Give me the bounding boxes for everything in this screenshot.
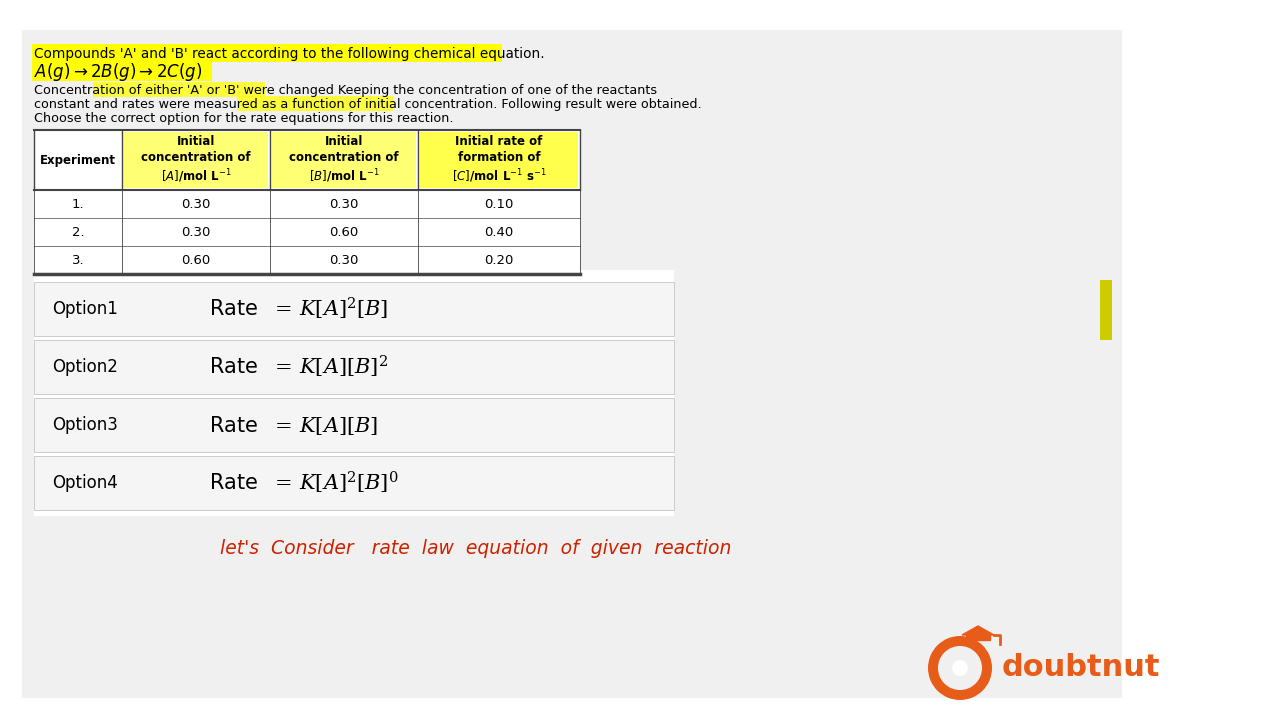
Bar	[93, 82, 265, 97]
Text: Option3: Option3	[52, 416, 118, 434]
Text: Rate  $=\,\mathbf{\mathit{K[A]^2[B]}}$: Rate $=\,\mathbf{\mathit{K[A]^2[B]}}$	[209, 296, 388, 322]
Bar	[35, 398, 675, 452]
Text: 0.30: 0.30	[329, 253, 358, 266]
Text: 0.40: 0.40	[484, 225, 513, 238]
Text: Option1: Option1	[52, 300, 118, 318]
Text: 0.10: 0.10	[484, 197, 513, 210]
Bar	[420, 132, 579, 188]
Text: 0.30: 0.30	[182, 197, 211, 210]
Bar	[35, 456, 675, 510]
Text: Compounds 'A' and 'B' react according to the following chemical equation.: Compounds 'A' and 'B' react according to…	[35, 47, 544, 61]
Text: 0.30: 0.30	[182, 225, 211, 238]
Text: Initial
concentration of
$[A]$/mol L$^{-1}$: Initial concentration of $[A]$/mol L$^{-…	[141, 135, 251, 185]
Text: 0.60: 0.60	[329, 225, 358, 238]
Text: Experiment: Experiment	[40, 153, 116, 166]
Text: Option4: Option4	[52, 474, 118, 492]
Bar	[35, 340, 675, 394]
Polygon shape	[963, 626, 995, 635]
Text: 0.60: 0.60	[182, 253, 211, 266]
Text: constant and rates were measured as a function of initial concentration. Followi: constant and rates were measured as a fu…	[35, 97, 701, 110]
Bar	[1100, 280, 1112, 340]
Text: 0.30: 0.30	[329, 197, 358, 210]
Text: doubtnut: doubtnut	[1002, 654, 1161, 683]
Text: Initial
concentration of
$[B]$/mol L$^{-1}$: Initial concentration of $[B]$/mol L$^{-…	[289, 135, 399, 185]
Bar	[237, 96, 393, 111]
Bar	[22, 30, 1123, 698]
Text: 0.20: 0.20	[484, 253, 513, 266]
Circle shape	[952, 660, 968, 676]
Polygon shape	[966, 635, 989, 640]
Text: let's  Consider   rate  law  equation  of  given  reaction: let's Consider rate law equation of give…	[220, 539, 731, 557]
Bar	[35, 130, 580, 274]
Text: 1.: 1.	[72, 197, 84, 210]
Wedge shape	[928, 636, 992, 700]
Bar	[124, 132, 268, 188]
Text: Option2: Option2	[52, 358, 118, 376]
Text: Choose the correct option for the rate equations for this reaction.: Choose the correct option for the rate e…	[35, 112, 453, 125]
Bar	[32, 62, 212, 81]
Text: 2.: 2.	[72, 225, 84, 238]
Text: Rate  $=\,\mathbf{\mathit{K[A][B]}}$: Rate $=\,\mathbf{\mathit{K[A][B]}}$	[209, 413, 378, 436]
Bar	[35, 282, 675, 336]
Text: Rate  $=\,\mathbf{\mathit{K[A][B]^2}}$: Rate $=\,\mathbf{\mathit{K[A][B]^2}}$	[209, 354, 388, 380]
Bar	[32, 44, 502, 62]
Text: Concentration of either 'A' or 'B' were changed Keeping the concentration of one: Concentration of either 'A' or 'B' were …	[35, 84, 657, 96]
Bar	[35, 270, 675, 516]
Text: $A(g) \rightarrow 2B(g) \rightarrow 2C(g)$: $A(g) \rightarrow 2B(g) \rightarrow 2C(g…	[35, 61, 202, 83]
Text: 3.: 3.	[72, 253, 84, 266]
Text: Initial rate of
formation of
$[C]$/mol L$^{-1}$ s$^{-1}$: Initial rate of formation of $[C]$/mol L…	[452, 135, 547, 185]
Bar	[273, 132, 416, 188]
Text: Rate  $=\,\mathbf{\mathit{K[A]^2[B]^0}}$: Rate $=\,\mathbf{\mathit{K[A]^2[B]^0}}$	[209, 470, 398, 496]
